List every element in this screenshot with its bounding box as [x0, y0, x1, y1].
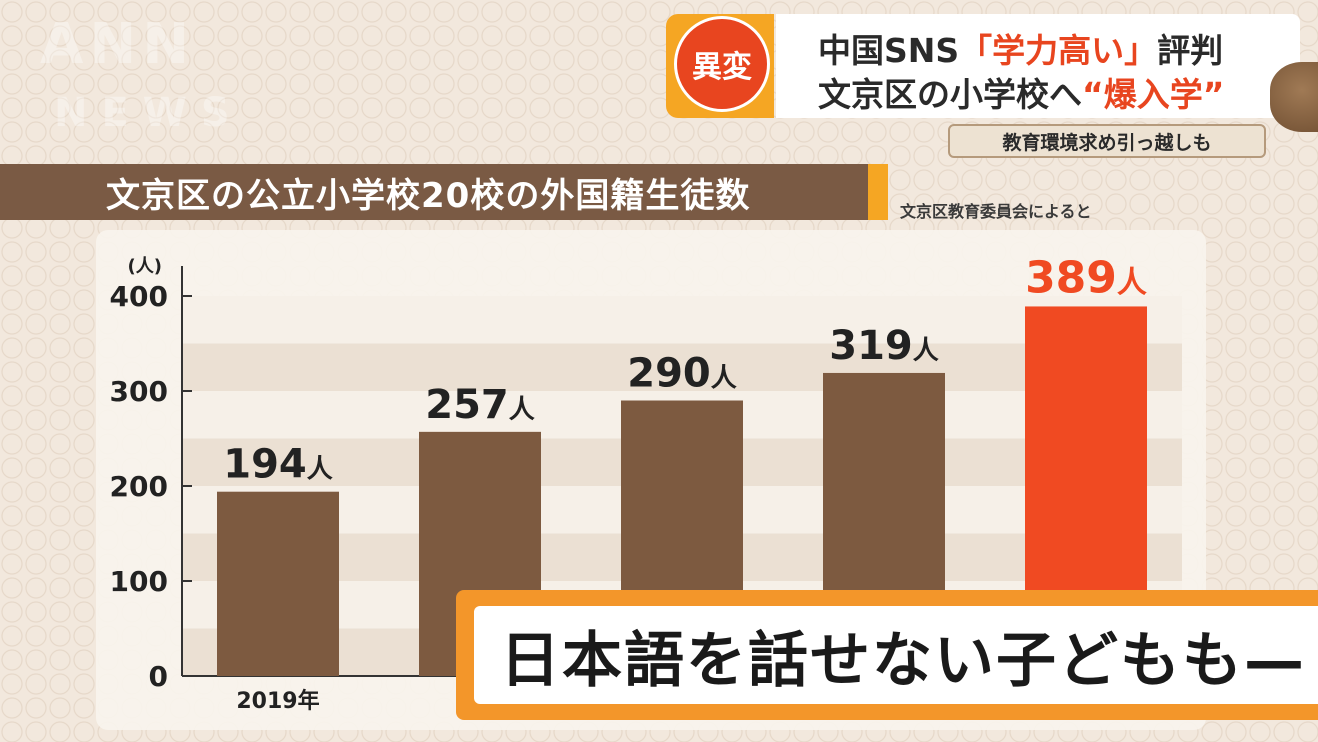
grid-band: [182, 343, 1182, 391]
data-label-number: 290: [627, 351, 711, 397]
chart-title: 文京区の公立小学校20校の外国籍生徒数: [0, 164, 868, 220]
data-label-number: 194: [223, 442, 307, 488]
data-label-number: 389: [1025, 252, 1117, 303]
headline-line2: 文京区の小学校へ“爆入学”: [818, 75, 1225, 114]
data-label-unit: 人: [711, 364, 737, 394]
data-label: 290人: [627, 351, 737, 397]
broadcast-logo: ANN NEWS: [40, 12, 270, 142]
data-label-unit: 人: [913, 336, 939, 366]
grid-band: [182, 296, 1182, 344]
data-label-number: 319: [829, 323, 913, 369]
y-tick-label: 400: [110, 280, 168, 313]
headline-box: [776, 14, 1300, 118]
y-axis-label: (人): [128, 256, 162, 277]
title-accent: [868, 164, 888, 220]
data-label: 389人: [1025, 252, 1147, 303]
data-label-unit: 人: [307, 455, 333, 485]
y-tick-label: 300: [110, 375, 168, 408]
decorative-wood-object: [1270, 62, 1318, 132]
x-tick-label: 2019年: [236, 688, 319, 714]
data-label: 257人: [425, 382, 535, 428]
y-tick-label: 0: [149, 660, 168, 693]
headline-badge: 異変: [674, 16, 770, 112]
data-label-unit: 人: [1117, 265, 1147, 300]
bar: [217, 491, 339, 676]
headline-line1: 中国SNS「学力高い」評判: [818, 31, 1224, 70]
data-label: 194人: [223, 442, 333, 488]
y-tick-label: 200: [110, 470, 168, 503]
logo-line1: ANN: [40, 12, 196, 77]
caption-text: 日本語を話せない子どもも—: [474, 606, 1318, 704]
y-tick-label: 100: [110, 565, 168, 598]
source-note: 文京区教育委員会によると: [900, 202, 1092, 221]
data-label-unit: 人: [509, 395, 535, 425]
headline-subline: 教育環境求め引っ越しも: [948, 124, 1266, 158]
data-label-number: 257: [425, 382, 509, 428]
logo-line2: NEWS: [54, 90, 244, 136]
data-label: 319人: [829, 323, 939, 369]
